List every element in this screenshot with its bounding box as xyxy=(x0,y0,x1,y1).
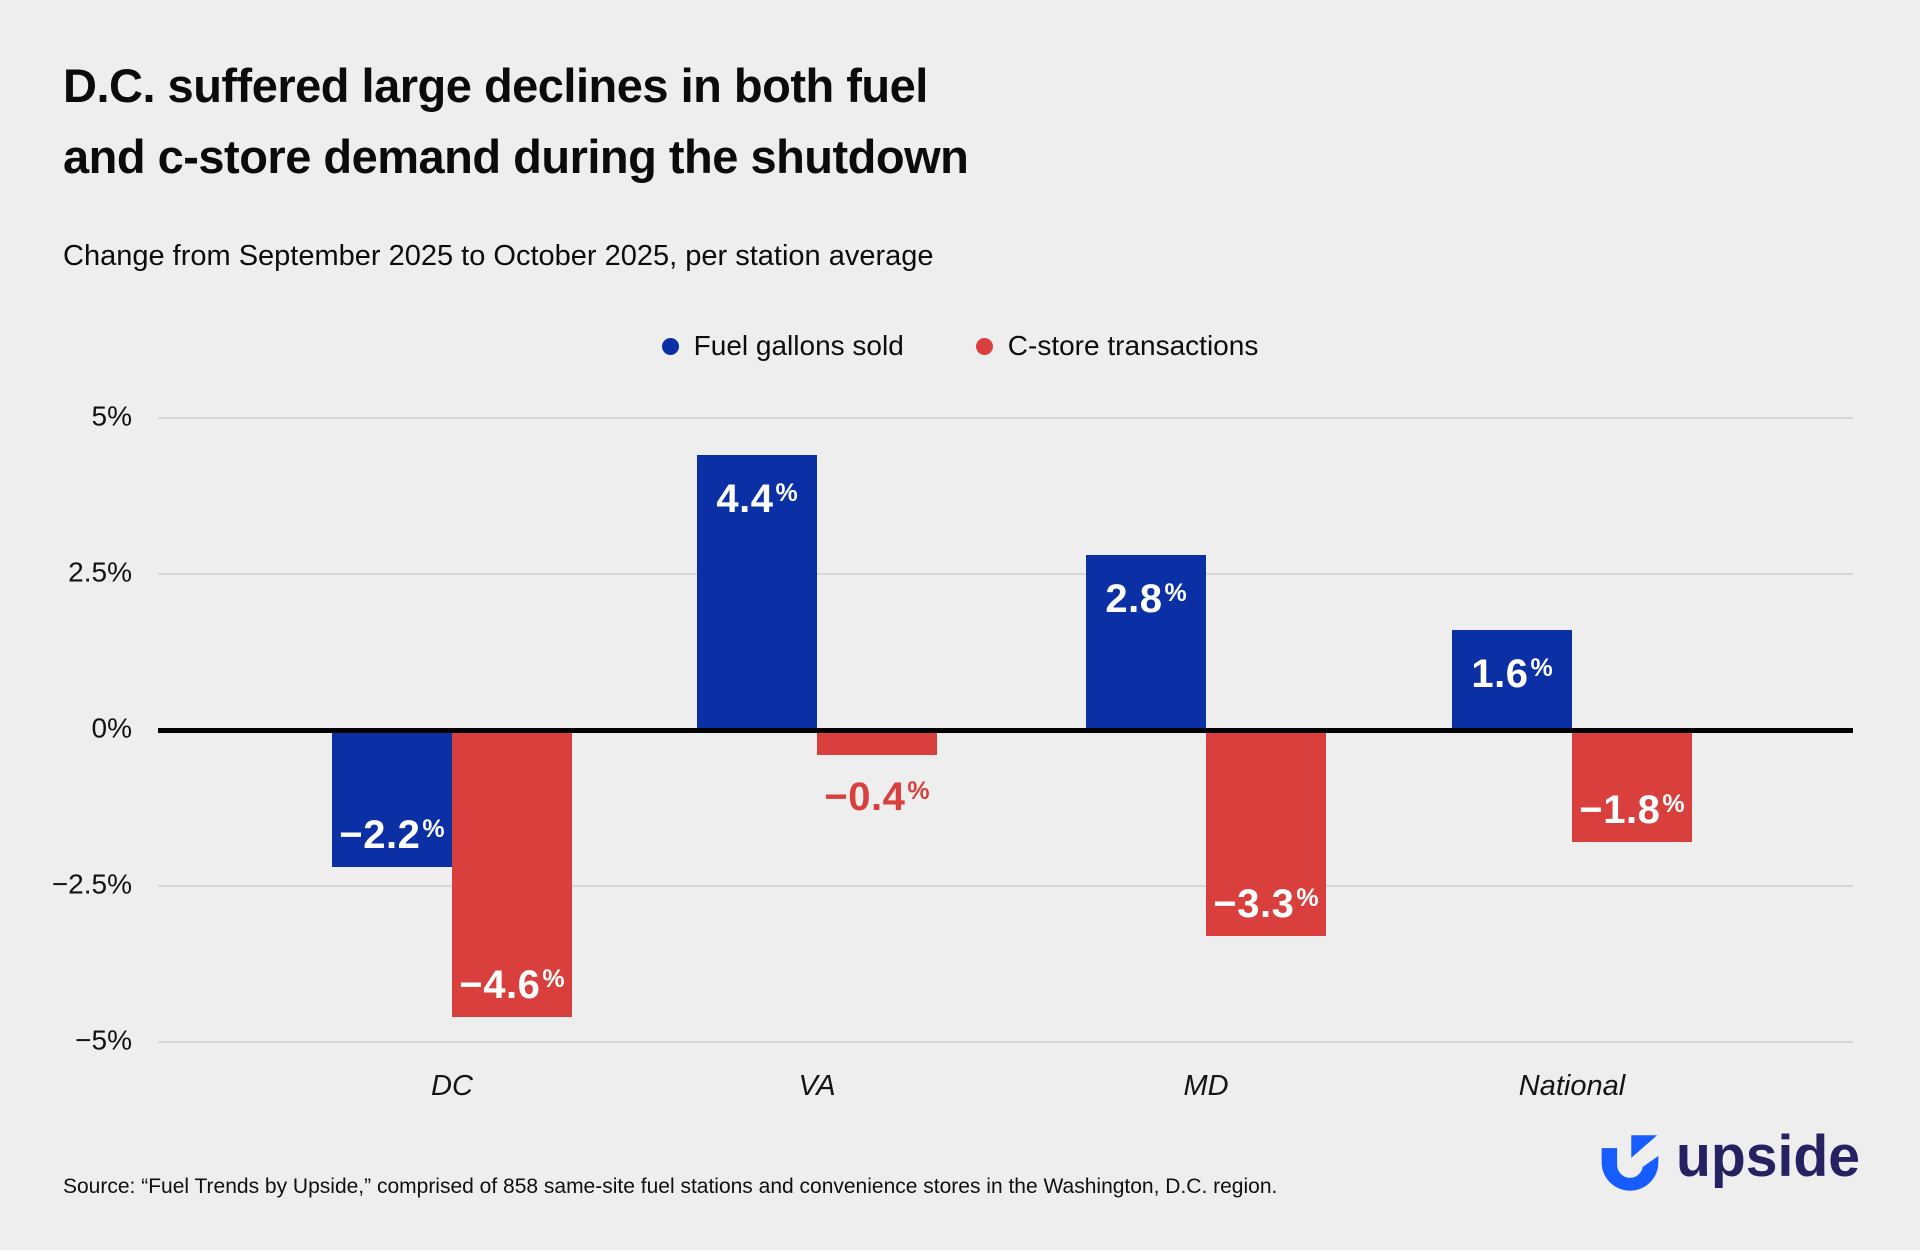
x-axis-label-va: VA xyxy=(798,1070,836,1102)
upside-logo-mark-icon xyxy=(1601,1135,1659,1191)
legend-dot-blue-icon xyxy=(661,337,679,355)
legend-item-cstore-transactions: C-store transactions xyxy=(975,330,1259,362)
chart-legend: Fuel gallons sold C-store transactions xyxy=(0,330,1920,362)
bar-value-label-fuel-dc: −2.2% xyxy=(332,807,452,857)
bar-value-label-fuel-national: 1.6% xyxy=(1452,646,1572,696)
bar-value-label-fuel-md: 2.8% xyxy=(1086,571,1206,621)
bar-value-percent-sign: % xyxy=(1296,884,1319,912)
chart-plot-area: 5% 2.5% 0% −2.5% −5% DC −2.2% −4.6% VA 4.4% −0.4% M… xyxy=(52,401,1853,1102)
bar-value-number: −0.4 xyxy=(824,775,906,819)
bar-value-percent-sign: % xyxy=(1662,790,1685,818)
chart-subtitle: Change from September 2025 to October 20… xyxy=(63,240,934,272)
bar-value-label-fuel-va: 4.4% xyxy=(697,471,817,521)
y-axis-tick-label: −5% xyxy=(75,1024,132,1056)
x-axis-label-national: National xyxy=(1518,1070,1626,1102)
bar-value-label-cstore-dc: −4.6% xyxy=(452,957,572,1007)
legend-dot-red-icon xyxy=(975,337,993,355)
bar-fuel-dc xyxy=(332,730,452,867)
bar-value-number: −1.8 xyxy=(1579,788,1661,832)
page-title-line1: D.C. suffered large declines in both fue… xyxy=(63,59,928,112)
page-title-line2: and c-store demand during the shutdown xyxy=(63,130,969,183)
y-axis-tick-label: −2.5% xyxy=(51,868,132,900)
gridline xyxy=(158,573,1853,575)
bar-value-number: −3.3 xyxy=(1213,882,1295,926)
bar-value-number: 4.4 xyxy=(716,477,774,521)
legend-label-fuel-gallons: Fuel gallons sold xyxy=(693,330,904,361)
bar-value-percent-sign: % xyxy=(1164,579,1187,607)
x-axis-label-md: MD xyxy=(1183,1070,1229,1102)
bar-value-label-cstore-va: −0.4% xyxy=(817,769,937,819)
upside-logo-wordmark-text: upside xyxy=(1676,1130,1860,1189)
legend-label-cstore-transactions: C-store transactions xyxy=(1007,330,1259,361)
bar-value-percent-sign: % xyxy=(542,965,565,993)
bar-value-number: −2.2 xyxy=(339,813,421,857)
upside-logo-wordmark: upside xyxy=(1676,1130,1860,1189)
bar-cstore-md xyxy=(1206,730,1326,936)
page-title: D.C. suffered large declines in both fue… xyxy=(63,50,969,192)
upside-logo: upside xyxy=(1598,1130,1862,1192)
bar-value-percent-sign: % xyxy=(907,777,930,805)
bar-fuel-md xyxy=(1086,555,1206,730)
bar-value-percent-sign: % xyxy=(775,479,798,507)
bar-value-percent-sign: % xyxy=(422,815,445,843)
bar-value-number: 1.6 xyxy=(1471,652,1529,696)
bar-value-label-cstore-national: −1.8% xyxy=(1572,782,1692,832)
y-axis-tick-label: 2.5% xyxy=(68,556,132,588)
bar-value-number: −4.6 xyxy=(459,963,541,1007)
bar-cstore-national xyxy=(1572,730,1692,842)
bar-cstore-dc xyxy=(452,730,572,1017)
y-axis-tick-label: 0% xyxy=(91,712,132,744)
x-axis-label-dc: DC xyxy=(431,1070,473,1102)
bar-fuel-national xyxy=(1452,630,1572,730)
zero-axis-line xyxy=(158,728,1853,733)
bar-value-number: 2.8 xyxy=(1105,577,1163,621)
gridline xyxy=(158,417,1853,419)
bar-fuel-va xyxy=(697,455,817,730)
y-axis-tick-label: 5% xyxy=(91,400,132,432)
bar-cstore-va xyxy=(817,730,937,755)
gridline xyxy=(158,1041,1853,1043)
gridline xyxy=(158,885,1853,887)
source-note: Source: “Fuel Trends by Upside,” compris… xyxy=(63,1175,1278,1198)
bar-value-label-cstore-md: −3.3% xyxy=(1206,876,1326,926)
bar-value-percent-sign: % xyxy=(1530,654,1553,682)
legend-item-fuel-gallons: Fuel gallons sold xyxy=(661,330,904,362)
